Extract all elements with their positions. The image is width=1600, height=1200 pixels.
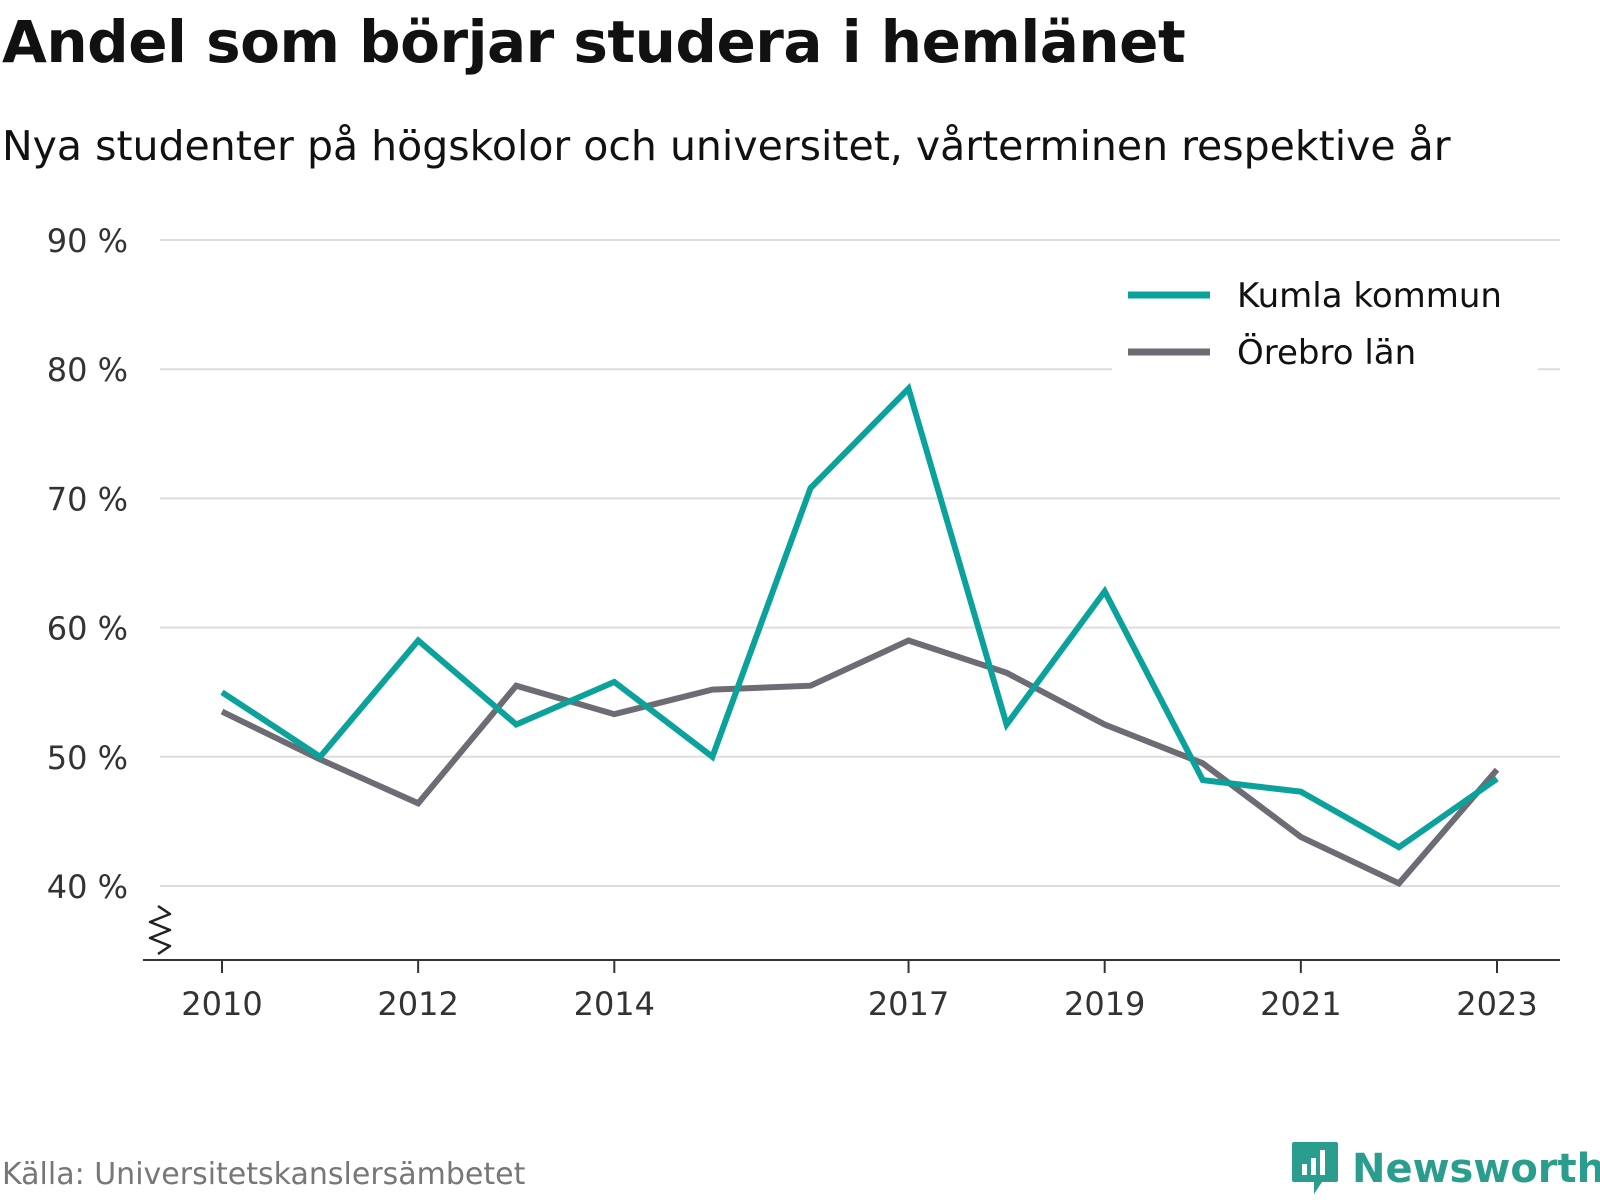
series-line-kumla-kommun [220, 382, 1499, 851]
x-tick-label: 2019 [1064, 985, 1145, 1023]
newsworthy-logo-icon [1292, 1142, 1338, 1194]
x-tick-label: 2012 [377, 985, 458, 1023]
x-tick-label: 2017 [868, 985, 949, 1023]
chart-title: Andel som börjar studera i hemlänet [2, 8, 1186, 76]
x-tick-label: 2021 [1260, 985, 1341, 1023]
y-tick-label: 60 % [47, 610, 128, 648]
axis-break-icon [148, 904, 172, 956]
x-tick-label: 2010 [181, 985, 262, 1023]
chart-subtitle: Nya studenter på högskolor och universit… [2, 122, 1451, 170]
y-tick-label: 50 % [47, 739, 128, 777]
y-tick-label: 80 % [47, 351, 128, 389]
legend-label: Kumla kommun [1237, 276, 1502, 316]
y-tick-label: 90 % [47, 222, 128, 260]
series-line-orebro-lan [220, 637, 1500, 888]
source-note: Källa: Universitetskanslersämbetet [2, 1157, 526, 1192]
legend-label: Örebro län [1237, 332, 1416, 373]
brand-name: Newsworthy [1352, 1146, 1600, 1192]
legend-background [1112, 258, 1538, 380]
brand-logo: Newsworthy [1290, 1140, 1600, 1198]
y-tick-label: 70 % [47, 480, 128, 518]
y-tick-label: 40 % [47, 868, 128, 906]
line-chart: 40 % 50 % 60 % 70 % 80 % 90 % 2010 2012 2014 2017… [47, 222, 1560, 1023]
x-tick-label: 2014 [574, 985, 655, 1023]
grid-lines [160, 239, 1560, 887]
axes: 40 % 50 % 60 % 70 % 80 % 90 % 2010 2012 2014 2017… [47, 222, 1560, 1023]
x-tick-label: 2023 [1456, 985, 1537, 1023]
legend: Kumla kommun Örebro län [1112, 258, 1538, 380]
series-lines [220, 382, 1500, 888]
